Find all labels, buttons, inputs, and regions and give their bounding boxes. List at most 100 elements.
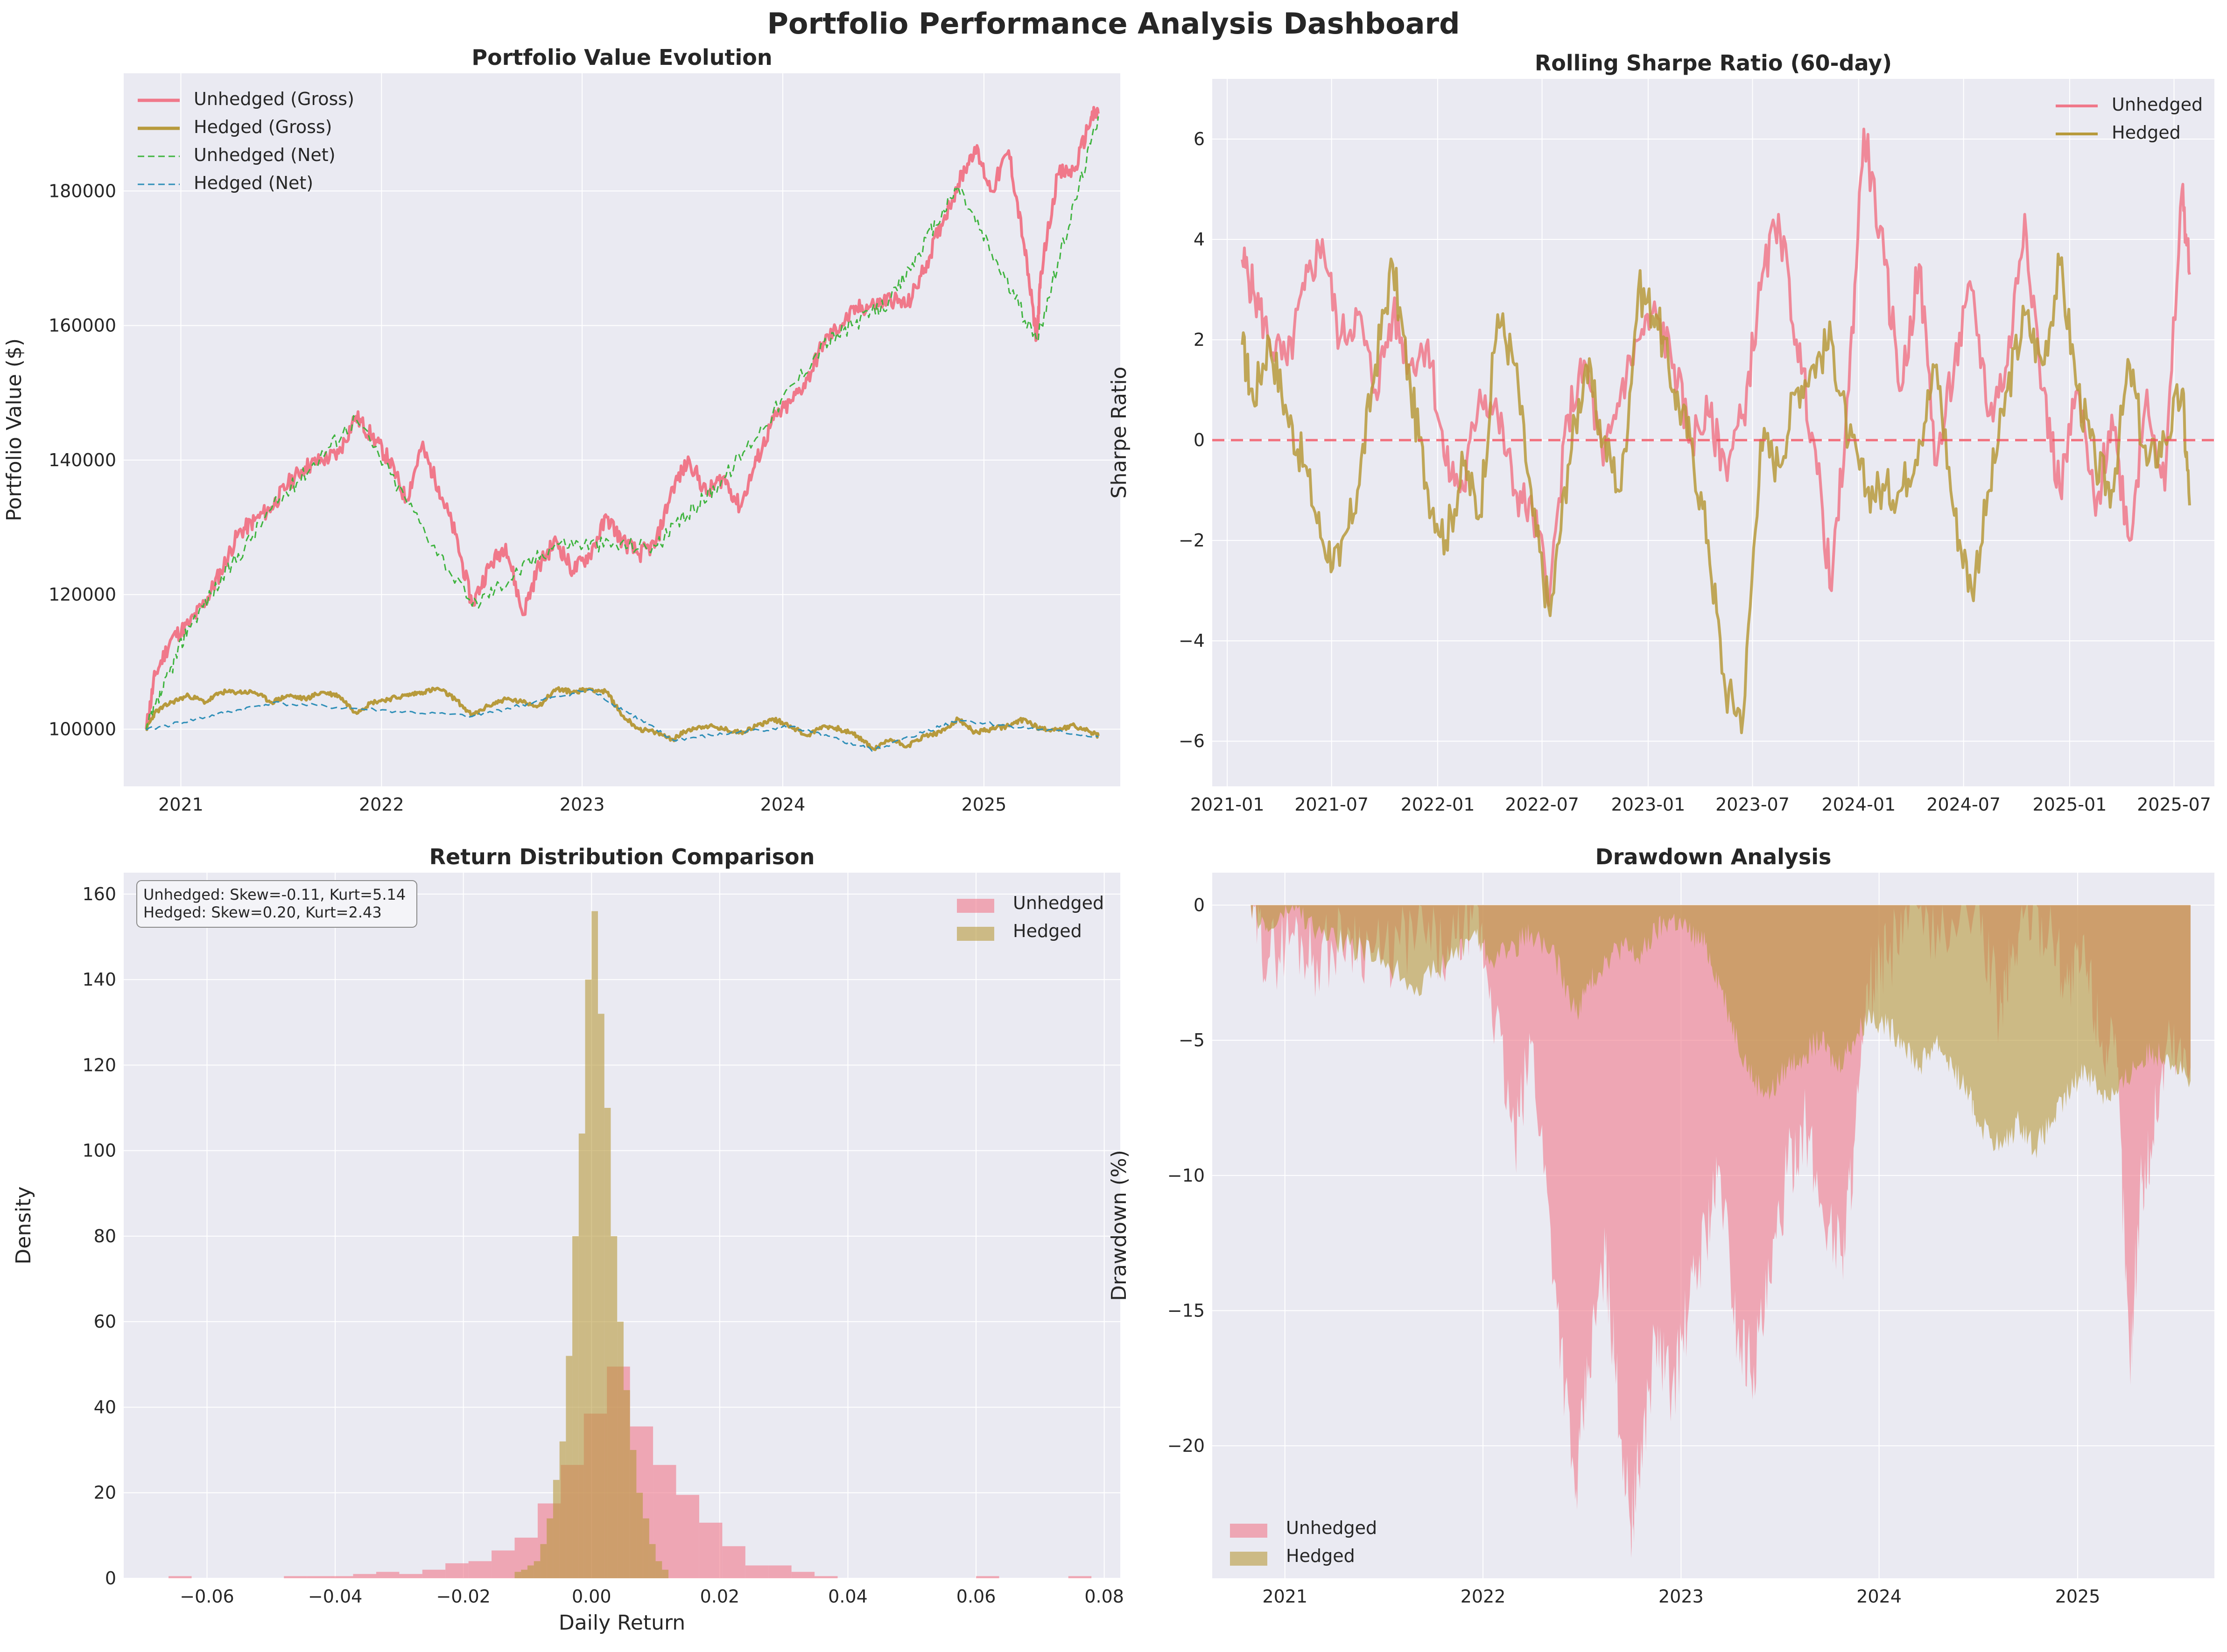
x-tick-label: 2025 (962, 794, 1007, 815)
histogram-bar (566, 1356, 573, 1578)
y-tick-label: 80 (94, 1226, 116, 1246)
histogram-hedged (514, 911, 669, 1578)
histogram-bar (655, 1561, 662, 1578)
y-tick-label: 160 (82, 884, 116, 904)
legend-swatch (1230, 1552, 1267, 1566)
histogram-bar (745, 1565, 769, 1578)
y-tick-label: −5 (1179, 1030, 1205, 1050)
x-tick-label: 2025-07 (2137, 794, 2211, 815)
chart-title: Return Distribution Comparison (429, 844, 815, 869)
y-tick-label: 100 (82, 1141, 116, 1161)
y-tick-label: −15 (1167, 1300, 1205, 1321)
x-tick-label: 2021 (1262, 1586, 1307, 1607)
histogram-bar (585, 980, 592, 1578)
legend-label: Unhedged (Net) (194, 145, 336, 165)
legend-label: Hedged (Net) (194, 173, 313, 193)
x-tick-label: 2021-07 (1294, 794, 1369, 815)
x-tick-label: −0.06 (180, 1586, 234, 1607)
histogram-bar (169, 1576, 192, 1578)
x-tick-label: 2024 (760, 794, 806, 815)
dashboard-title: Portfolio Performance Analysis Dashboard (767, 7, 1460, 41)
histogram-bar (643, 1518, 649, 1578)
histogram-bar (376, 1572, 400, 1578)
series-line-2 (145, 686, 1100, 751)
y-tick-label: 140000 (49, 450, 116, 470)
histogram-bar (540, 1544, 547, 1578)
y-tick-label: −10 (1167, 1165, 1205, 1186)
legend: Unhedged Hedged (1230, 1518, 1377, 1566)
x-axis-label: Daily Return (559, 1611, 685, 1635)
histogram-bar (699, 1522, 723, 1578)
histogram-bar (676, 1495, 699, 1578)
chart-panel-1: 2021 2022 2023 2024 2025 100000 120000 140000 16… (2, 45, 1120, 815)
histogram-bar (630, 1450, 637, 1578)
legend-label: Unhedged (Gross) (194, 89, 354, 109)
histogram-bar (768, 1565, 792, 1578)
chart-title: Portfolio Value Evolution (471, 45, 772, 70)
chart-title: Rolling Sharpe Ratio (60-day) (1535, 50, 1892, 76)
drawdown-area-hedged (1250, 905, 2191, 1159)
histogram-bar (330, 1576, 353, 1578)
series-line-4 (146, 688, 1099, 752)
y-axis-label: Drawdown (%) (1107, 1150, 1131, 1301)
y-tick-label: 2 (1194, 329, 1205, 350)
x-tick-label: −0.02 (436, 1586, 490, 1607)
histogram-bar (284, 1576, 307, 1578)
histogram-bar (514, 1572, 521, 1578)
histogram-bar (976, 1576, 999, 1578)
y-tick-label: 180000 (49, 181, 116, 201)
legend-swatch (957, 927, 994, 941)
legend-swatch (1230, 1524, 1267, 1538)
histogram-bar (399, 1574, 422, 1578)
histogram-bar (662, 1569, 669, 1578)
histogram-bar (591, 911, 598, 1578)
x-tick-label: 2023 (560, 794, 605, 815)
y-tick-label: 120000 (49, 584, 116, 605)
histogram-bar (353, 1574, 376, 1578)
y-tick-label: 160000 (49, 315, 116, 336)
y-tick-label: 20 (94, 1483, 116, 1503)
y-tick-label: 4 (1194, 229, 1205, 250)
legend-label: Hedged (Gross) (194, 117, 332, 137)
histogram-bar (553, 1480, 560, 1578)
x-tick-label: −0.04 (308, 1586, 362, 1607)
histogram-bar (649, 1544, 656, 1578)
chart-panel-2: 2021-01 2021-07 2022-01 2022-07 2023-01 2023-… (1107, 50, 2214, 815)
x-tick-label: 0.00 (572, 1586, 611, 1607)
y-tick-label: 0 (1194, 895, 1205, 916)
histogram-bar (1068, 1576, 1092, 1578)
series-line-2 (1241, 252, 2191, 735)
y-tick-label: 120 (82, 1055, 116, 1075)
y-tick-label: 0 (105, 1568, 116, 1589)
annotation-box (136, 880, 417, 928)
histogram-bar (636, 1492, 643, 1578)
x-tick-label: 2024 (1856, 1586, 1902, 1607)
series-line-1 (1241, 127, 2191, 607)
legend-label: Hedged (1286, 1546, 1355, 1566)
legend-label: Unhedged (1013, 893, 1104, 913)
legend: Unhedged Hedged (2056, 94, 2203, 143)
x-tick-label: 0.06 (956, 1586, 996, 1607)
x-tick-label: 2022-01 (1401, 794, 1475, 815)
x-tick-label: 2024-01 (1821, 794, 1896, 815)
histogram-bar (445, 1563, 469, 1578)
x-tick-label: 2024-07 (1926, 794, 2001, 815)
x-tick-label: 2022 (1461, 1586, 1506, 1607)
legend: Unhedged Hedged (957, 893, 1104, 941)
y-tick-label: 100000 (49, 719, 116, 739)
legend-swatch (957, 899, 994, 913)
annotation-line: Hedged: Skew=0.20, Kurt=2.43 (143, 903, 382, 921)
histogram-bar (611, 1236, 618, 1578)
y-tick-label: 6 (1194, 129, 1205, 149)
y-tick-label: −4 (1179, 630, 1205, 651)
legend-label: Hedged (2112, 122, 2181, 143)
histogram-bar (791, 1572, 815, 1578)
y-tick-label: −20 (1167, 1435, 1205, 1456)
y-axis-label: Sharpe Ratio (1107, 367, 1131, 499)
x-tick-label: 2025 (2055, 1586, 2101, 1607)
x-tick-label: 2021-01 (1190, 794, 1265, 815)
chart-panel-4: 2021 2022 2023 2024 2025 −20 −15 −10 −5 0 Drawdown… (1107, 844, 2214, 1607)
histogram-bar (422, 1569, 446, 1578)
x-tick-label: 2023-07 (1715, 794, 1790, 815)
